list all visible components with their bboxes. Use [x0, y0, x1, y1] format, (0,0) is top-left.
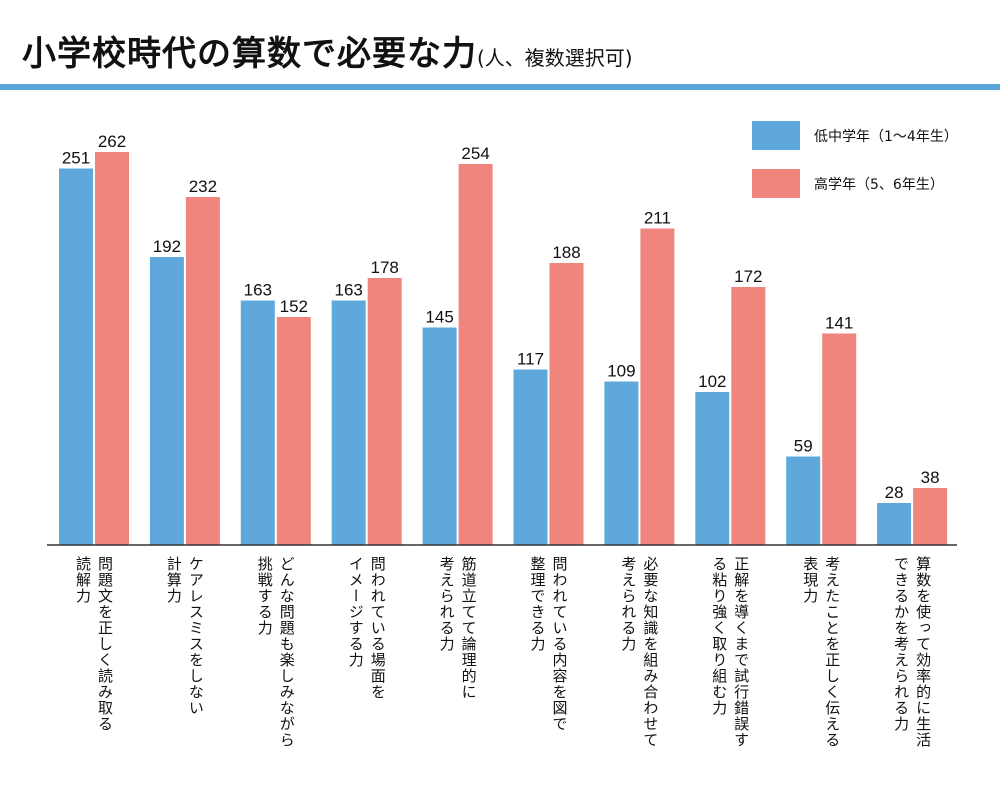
value-label-low-10: 28 — [885, 483, 904, 502]
category-label-2: ケアレスミスをしない 計算力 — [164, 556, 205, 716]
legend-label-1: 低中学年（1〜4年生） — [814, 129, 958, 145]
bar-low-1 — [59, 168, 93, 545]
category-label-3: どんな問題も楽しみながら 挑戦する力 — [255, 556, 296, 748]
chart-subtitle: (人、複数選択可) — [477, 46, 633, 70]
value-label-high-5: 254 — [461, 144, 489, 163]
value-label-high-2: 232 — [189, 177, 217, 196]
bar-high-2 — [185, 197, 220, 545]
value-label-high-1: 262 — [98, 132, 126, 151]
value-label-low-7: 109 — [607, 362, 635, 381]
category-label-7: 必要な知識を組み合わせて 考えられる力 — [619, 556, 660, 748]
value-label-high-3: 152 — [280, 297, 308, 316]
title-rule — [0, 84, 1000, 90]
bar-low-6 — [513, 369, 548, 545]
category-label-4: 問われている場面を イメージする力 — [346, 556, 387, 700]
bar-low-10 — [877, 503, 912, 545]
bar-low-2 — [149, 257, 184, 545]
category-label-10: 算数を使って効率的に生活 できるかを考えられる力 — [892, 556, 933, 748]
bar-low-9 — [786, 456, 821, 545]
value-label-low-9: 59 — [794, 437, 813, 456]
bar-low-4 — [331, 300, 366, 545]
bar-low-5 — [422, 327, 457, 545]
value-label-low-3: 163 — [244, 281, 272, 300]
category-label-8: 正解を導くまで試行錯誤す る粘り強く取り組む力 — [710, 556, 751, 748]
bar-high-5 — [458, 164, 493, 545]
value-label-high-7: 211 — [644, 209, 671, 228]
title-text: 小学校時代の算数で必要な力 — [22, 34, 477, 74]
bar-high-7 — [640, 228, 675, 545]
category-label-9: 考えたことを正しく伝える 表現力 — [801, 556, 842, 748]
value-label-high-9: 141 — [825, 314, 853, 333]
value-label-high-8: 172 — [734, 267, 762, 286]
value-label-low-8: 102 — [698, 372, 726, 391]
category-label-5: 筋道立てて論理的に 考えられる力 — [437, 556, 478, 700]
value-label-low-4: 163 — [335, 281, 363, 300]
bar-low-3 — [240, 300, 275, 545]
value-label-low-5: 145 — [425, 308, 453, 327]
legend-label-2: 高学年（5、6年生） — [814, 176, 944, 193]
category-label-1: 問題文を正しく読み取る 読解力 — [74, 556, 114, 732]
legend-swatch-2 — [752, 169, 800, 198]
bar-high-1 — [95, 152, 129, 545]
bar-high-8 — [731, 287, 766, 545]
bar-high-3 — [276, 317, 311, 545]
bar-high-10 — [913, 488, 948, 545]
value-label-low-1: 251 — [62, 149, 90, 168]
value-label-low-6: 117 — [517, 350, 544, 369]
bar-low-8 — [695, 392, 730, 545]
value-label-high-6: 188 — [552, 243, 580, 262]
bar-high-6 — [549, 263, 584, 545]
value-label-high-10: 38 — [921, 468, 940, 487]
value-label-high-4: 178 — [371, 258, 399, 277]
chart-title: 小学校時代の算数で必要な力(人、複数選択可) — [22, 26, 633, 75]
category-label-6: 問われている内容を図で 整理できる力 — [528, 556, 569, 732]
legend-swatch-1 — [752, 121, 800, 150]
value-label-low-2: 192 — [153, 237, 181, 256]
bar-high-4 — [367, 278, 402, 545]
bar-high-9 — [822, 333, 857, 545]
bar-low-7 — [604, 381, 639, 545]
